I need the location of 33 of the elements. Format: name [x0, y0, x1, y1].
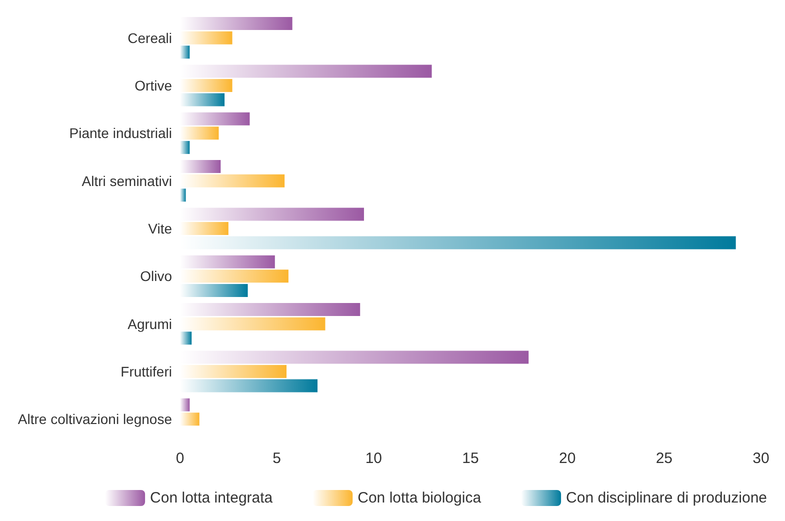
- bar: [180, 79, 232, 92]
- x-tick-label: 10: [365, 450, 382, 467]
- x-tick-label: 15: [462, 450, 479, 467]
- bar: [180, 222, 228, 235]
- bar: [180, 126, 219, 140]
- y-tick-label: Olivo: [140, 268, 172, 284]
- x-tick-label: 25: [656, 450, 673, 467]
- bar: [180, 46, 190, 59]
- bar: [180, 188, 186, 202]
- y-tick-label: Fruttiferi: [120, 364, 172, 380]
- bar: [180, 31, 232, 44]
- bar: [180, 332, 192, 345]
- y-tick-label: Altre coltivazioni legnose: [18, 411, 172, 428]
- bar: [180, 93, 225, 106]
- y-tick-label: Agrumi: [128, 316, 172, 332]
- legend-label: Con disciplinare di produzione: [566, 490, 768, 506]
- y-tick-label: Piante industriali: [69, 125, 172, 142]
- legend-label: Con lotta biologica: [358, 490, 482, 506]
- y-tick-label: Ortive: [134, 78, 172, 94]
- bar: [180, 284, 248, 297]
- bar: [180, 412, 200, 426]
- bar: [180, 160, 221, 174]
- y-tick-label: Cereali: [128, 30, 172, 46]
- x-tick-label: 5: [272, 450, 282, 467]
- bar: [180, 140, 190, 154]
- y-tick-label: Altri seminativi: [82, 172, 172, 189]
- bar: [180, 398, 190, 412]
- x-tick-label: 0: [176, 450, 184, 467]
- x-tick-label: 20: [558, 450, 576, 467]
- bar: [180, 112, 250, 126]
- legend-label: Con lotta integrata: [150, 490, 274, 506]
- x-tick-label: 30: [752, 450, 770, 467]
- y-tick-label: Vite: [148, 220, 172, 236]
